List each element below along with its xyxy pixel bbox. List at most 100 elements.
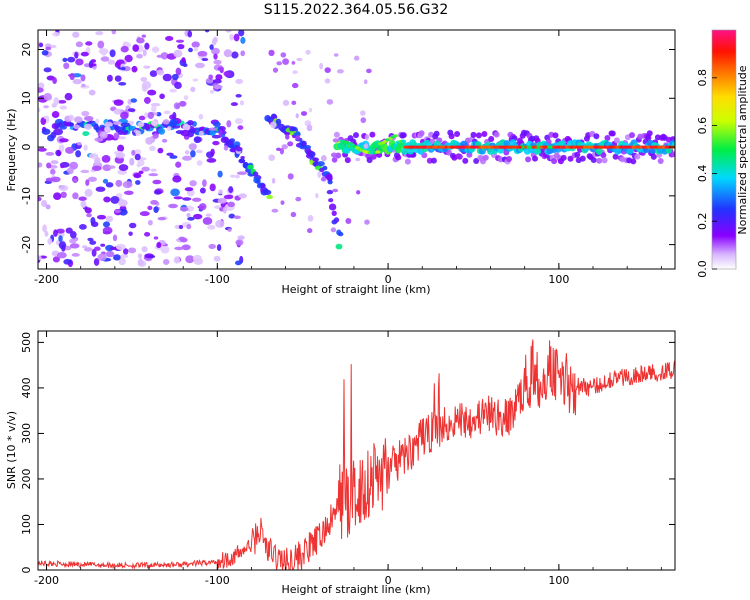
noise-blob [295, 113, 299, 119]
noise-blob [188, 143, 197, 151]
noise-blob [78, 196, 87, 201]
noise-blob [134, 149, 142, 155]
noise-blob [91, 165, 102, 171]
snr-ticks: -200 -100 0 100 0 100 200 300 400 500 [20, 331, 675, 587]
carrier-halo [366, 157, 373, 164]
noise-blob [118, 257, 126, 266]
noise-blob [43, 105, 49, 109]
noise-blob [60, 191, 67, 199]
noise-blob [113, 121, 122, 126]
noise-blob [85, 179, 90, 186]
carrier-halo [395, 154, 402, 161]
carrier-halo [657, 158, 664, 164]
noise-blob [80, 74, 86, 82]
noise-blob [44, 230, 49, 237]
noise-blob [124, 54, 133, 63]
noise-blob [359, 110, 366, 116]
noise-blob [47, 238, 53, 245]
ghost_branch-mark [304, 144, 312, 150]
snr-ylabel: SNR (10 * v/v) [5, 411, 18, 489]
noise-blob [240, 155, 245, 160]
noise-blob [181, 244, 191, 251]
noise-blob [195, 149, 203, 154]
noise-blob [98, 48, 109, 55]
noise-blob [143, 65, 151, 69]
noise-blob [270, 121, 277, 129]
noise-blob [199, 187, 206, 194]
carrier-halo [593, 133, 600, 140]
noise-blob [177, 43, 185, 50]
noise-blob [141, 34, 146, 38]
noise-blob [139, 211, 150, 217]
noise-blob [72, 192, 79, 200]
noise-blob [331, 152, 337, 158]
spectrogram-ytick-label: 0 [20, 144, 33, 151]
noise-blob [75, 41, 84, 48]
noise-blob [75, 150, 82, 158]
carrier-halo [448, 133, 455, 140]
noise-blob [223, 145, 229, 151]
noise-blob [175, 67, 182, 76]
noise-blob [81, 245, 88, 249]
noise-blob [324, 67, 331, 73]
noise-blob [52, 256, 60, 263]
snr-xtick-label: 100 [548, 574, 569, 587]
noise-blob [291, 61, 296, 65]
ghost_branch-mark [335, 243, 343, 250]
noise-blob [204, 30, 210, 33]
noise-blob [331, 157, 338, 163]
noise-blob [235, 239, 244, 246]
snr-ytick-label: 400 [20, 377, 33, 398]
noise-blob [271, 177, 276, 184]
noise-blob [129, 157, 135, 166]
noise-blob [45, 204, 51, 210]
noise-blob [345, 217, 352, 225]
noise-blob [58, 235, 63, 243]
noise-blob [272, 67, 279, 73]
noise-blob [230, 102, 239, 107]
noise-blob [320, 177, 327, 182]
noise-blob [182, 123, 191, 131]
colorbar-tick-label: 0.0 [696, 260, 709, 278]
noise-blob [209, 44, 214, 50]
noise-blob [51, 110, 60, 119]
carrier-halo [418, 130, 425, 137]
noise-blob [38, 107, 41, 113]
noise-blob [51, 176, 61, 183]
noise-blob [141, 246, 148, 253]
noise-blob [68, 114, 74, 122]
noise-blob [209, 89, 215, 94]
noise-blob [209, 183, 216, 192]
noise-blob [67, 56, 76, 63]
noise-blob [41, 199, 48, 208]
noise-blob [218, 189, 223, 195]
noise-blob [50, 168, 56, 175]
colorbar: 0.0 0.2 0.4 0.6 0.8 Normalized spectral ampl… [696, 29, 749, 278]
noise-blob [193, 257, 204, 265]
spectrogram-xlabel: Height of straight line (km) [281, 283, 430, 296]
noise-blob [80, 200, 87, 208]
noise-blob [228, 186, 234, 194]
noise-blob [319, 62, 324, 70]
noise-blob [88, 89, 96, 96]
noise-blob [364, 219, 370, 225]
noise-blob [101, 155, 111, 163]
carrier-band [626, 147, 634, 155]
noise-blob [137, 253, 143, 259]
noise-blob [282, 58, 290, 65]
carrier-halo [630, 158, 637, 165]
noise-blob [86, 213, 92, 218]
noise-blob [147, 89, 157, 96]
noise-blob [152, 133, 159, 139]
descending_branch-mark [213, 121, 221, 127]
noise-blob [238, 30, 245, 37]
noise-blob [363, 143, 369, 149]
noise-blob [108, 165, 116, 169]
noise-blob [296, 57, 303, 62]
ghost_branch-mark [337, 231, 344, 237]
noise-blob [202, 217, 213, 225]
noise-blob [73, 116, 83, 123]
noise-blob [315, 192, 319, 199]
noise-blob [306, 124, 313, 132]
noise-blob [105, 215, 114, 223]
